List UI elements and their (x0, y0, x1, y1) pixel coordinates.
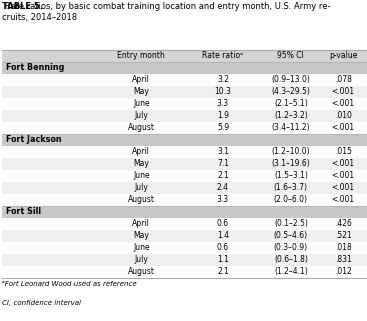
Text: June: June (133, 99, 150, 108)
Text: (3.4–11.2): (3.4–11.2) (272, 123, 310, 132)
Text: <.001: <.001 (331, 87, 355, 96)
Text: (2.1–5.1): (2.1–5.1) (274, 99, 308, 108)
Text: (3.1–19.6): (3.1–19.6) (272, 159, 310, 168)
Text: Fort Sill: Fort Sill (6, 207, 41, 216)
Text: (1.2–3.2): (1.2–3.2) (274, 111, 308, 120)
Bar (2, 218, 367, 230)
Text: April: April (132, 75, 150, 84)
Text: April: April (132, 219, 150, 228)
Text: .078: .078 (335, 75, 352, 84)
Text: 1.9: 1.9 (217, 111, 229, 120)
Text: (2.0–6.0): (2.0–6.0) (274, 195, 308, 204)
Text: 1.4: 1.4 (217, 231, 229, 240)
Text: p-value: p-value (329, 51, 357, 60)
Text: May: May (133, 231, 149, 240)
Text: 3.3: 3.3 (217, 195, 229, 204)
Text: Fort Jackson: Fort Jackson (6, 135, 61, 144)
Bar (2, 122, 367, 134)
Text: <.001: <.001 (331, 171, 355, 180)
Text: (0.5–4.6): (0.5–4.6) (274, 231, 308, 240)
Bar (2, 74, 367, 86)
Bar (2, 146, 367, 158)
Text: (0.3–0.9): (0.3–0.9) (274, 243, 308, 252)
Text: .831: .831 (335, 255, 352, 264)
Text: <.001: <.001 (331, 159, 355, 168)
Text: 3.2: 3.2 (217, 75, 229, 84)
Text: (1.5–3.1): (1.5–3.1) (274, 171, 308, 180)
Text: .010: .010 (335, 111, 352, 120)
Text: (4.3–29.5): (4.3–29.5) (272, 87, 310, 96)
Bar (2, 134, 367, 146)
Text: May: May (133, 159, 149, 168)
Text: August: August (128, 123, 155, 132)
Bar (2, 86, 367, 98)
Text: July: July (134, 111, 148, 120)
Text: July: July (134, 255, 148, 264)
Text: CI, confidence interval: CI, confidence interval (2, 300, 81, 306)
Text: TABLE 5.: TABLE 5. (2, 2, 43, 11)
Text: .012: .012 (335, 267, 352, 276)
Text: .015: .015 (335, 147, 352, 156)
Text: April: April (132, 147, 150, 156)
Text: .521: .521 (335, 231, 352, 240)
Bar (2, 98, 367, 110)
Text: Rate ratios, by basic combat training location and entry month, U.S. Army re-
cr: Rate ratios, by basic combat training lo… (2, 2, 331, 22)
Text: 3.3: 3.3 (217, 99, 229, 108)
Bar (2, 230, 367, 242)
Text: Rate ratioᵃ: Rate ratioᵃ (202, 51, 244, 60)
Bar (2, 266, 367, 278)
Text: August: August (128, 195, 155, 204)
Text: <.001: <.001 (331, 195, 355, 204)
Text: (0.1–2.5): (0.1–2.5) (274, 219, 308, 228)
Text: <.001: <.001 (331, 123, 355, 132)
Text: June: June (133, 171, 150, 180)
Text: June: June (133, 243, 150, 252)
Text: 2.1: 2.1 (217, 267, 229, 276)
Text: July: July (134, 183, 148, 192)
Text: ᵃFort Leonard Wood used as reference: ᵃFort Leonard Wood used as reference (2, 281, 137, 287)
Text: May: May (133, 87, 149, 96)
Bar (2, 194, 367, 206)
Text: 10.3: 10.3 (215, 87, 231, 96)
Text: Fort Benning: Fort Benning (6, 63, 64, 72)
Bar (2, 110, 367, 122)
Text: 0.6: 0.6 (217, 243, 229, 252)
Bar (2, 254, 367, 266)
Text: 0.6: 0.6 (217, 219, 229, 228)
Text: 95% CI: 95% CI (277, 51, 304, 60)
Bar (2, 62, 367, 74)
Text: .018: .018 (335, 243, 352, 252)
Text: <.001: <.001 (331, 183, 355, 192)
Bar (2, 242, 367, 254)
Text: <.001: <.001 (331, 99, 355, 108)
Text: (0.9–13.0): (0.9–13.0) (272, 75, 310, 84)
Text: 3.1: 3.1 (217, 147, 229, 156)
Text: .426: .426 (335, 219, 352, 228)
Text: 1.1: 1.1 (217, 255, 229, 264)
Bar (2, 206, 367, 218)
Text: (1.6–3.7): (1.6–3.7) (274, 183, 308, 192)
Bar (2, 182, 367, 194)
Text: 2.4: 2.4 (217, 183, 229, 192)
Text: Entry month: Entry month (117, 51, 165, 60)
Text: 2.1: 2.1 (217, 171, 229, 180)
Text: 7.1: 7.1 (217, 159, 229, 168)
Text: (1.2–10.0): (1.2–10.0) (272, 147, 310, 156)
Bar (2, 170, 367, 182)
Text: (0.6–1.8): (0.6–1.8) (274, 255, 308, 264)
Text: 5.9: 5.9 (217, 123, 229, 132)
Text: August: August (128, 267, 155, 276)
Text: (1.2–4.1): (1.2–4.1) (274, 267, 308, 276)
Bar (2, 50, 367, 62)
Bar (2, 158, 367, 170)
